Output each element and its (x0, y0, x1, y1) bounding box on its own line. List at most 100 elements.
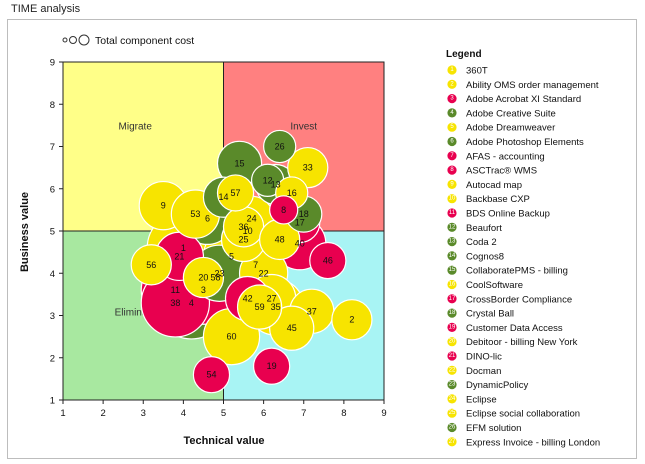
legend-marker-number-13: 13 (449, 239, 456, 245)
y-axis-title: Business value (19, 192, 31, 272)
bubble-54[interactable] (192, 355, 231, 394)
bubble-label-8: 8 (281, 205, 286, 215)
legend-marker-number-26: 26 (449, 425, 456, 431)
bubble-label-7: 7 (253, 260, 258, 270)
legend-item-9[interactable]: Autocad map (466, 180, 522, 191)
legend-item-5[interactable]: Adobe Dreamweaver (466, 123, 555, 134)
legend-item-6[interactable]: Adobe Photoshop Elements (466, 137, 584, 148)
bubble-label-13: 13 (271, 180, 281, 190)
x-tick-label: 3 (141, 408, 146, 419)
bubble-label-53: 53 (190, 209, 200, 219)
legend-item-19[interactable]: Customer Data Access (466, 323, 563, 334)
bubble-57[interactable] (216, 174, 255, 212)
legend-item-22[interactable]: Docman (466, 366, 501, 377)
bubble-label-16: 16 (287, 188, 297, 198)
legend-marker-3 (447, 94, 457, 104)
legend-marker-number-4: 4 (450, 110, 454, 116)
panel-title: TIME analysis (11, 3, 81, 15)
bubble-26[interactable] (263, 129, 297, 164)
legend-marker-24 (447, 394, 457, 404)
bubble-46[interactable] (309, 241, 347, 280)
bubble-45[interactable] (269, 305, 315, 351)
size-legend: Total component cost (62, 34, 194, 47)
bubble-label-26: 26 (275, 142, 285, 152)
bubble-19[interactable] (252, 347, 291, 385)
y-tick-label: 4 (50, 269, 55, 280)
legend-item-3[interactable]: Adobe Acrobat XI Standard (466, 94, 581, 105)
legend-marker-22 (447, 365, 457, 375)
legend-item-8[interactable]: ASCTrac® WMS (466, 166, 537, 177)
legend-item-2[interactable]: Ability OMS order management (466, 80, 599, 91)
bubble-label-46: 46 (323, 256, 333, 266)
legend-marker-number-16: 16 (449, 282, 456, 288)
bubble-59[interactable] (236, 284, 283, 330)
x-tick-label: 1 (60, 408, 65, 419)
legend-item-26[interactable]: EFM solution (466, 423, 521, 434)
legend-marker-14 (447, 251, 457, 261)
legend-item-18[interactable]: Crystal Ball (466, 309, 514, 320)
bubble-label-25: 25 (239, 234, 249, 244)
legend-marker-12 (447, 222, 457, 232)
bubble-label-36: 36 (239, 222, 249, 232)
y-tick-label: 1 (50, 396, 55, 407)
legend-marker-number-23: 23 (449, 382, 456, 388)
legend-marker-number-2: 2 (450, 81, 454, 87)
legend-marker-number-5: 5 (450, 124, 454, 130)
legend-item-10[interactable]: Backbase CXP (466, 194, 530, 205)
legend-item-7[interactable]: AFAS - accounting (466, 151, 545, 162)
legend-marker-5 (447, 122, 457, 132)
bubble-label-37: 37 (307, 306, 317, 316)
size-medium-icon (69, 36, 77, 44)
bubble-label-56: 56 (146, 260, 156, 270)
legend-title: Legend (446, 49, 482, 60)
legend-marker-4 (447, 108, 457, 118)
bubble-label-42: 42 (243, 294, 253, 304)
bubble-56[interactable] (130, 244, 172, 286)
bubble-label-57: 57 (231, 188, 241, 198)
x-tick-label: 9 (381, 408, 386, 419)
bubble-label-2: 2 (349, 315, 354, 325)
x-tick-label: 2 (100, 408, 105, 419)
legend-item-23[interactable]: DynamicPolicy (466, 380, 529, 391)
legend-marker-number-1: 1 (450, 67, 454, 73)
bubble-label-58: 58 (210, 272, 220, 282)
legend-marker-number-24: 24 (449, 396, 456, 402)
bubble-label-12: 12 (263, 175, 273, 185)
x-tick-label: 7 (301, 408, 306, 419)
bubble-label-54: 54 (206, 370, 216, 380)
bubble-label-27: 27 (267, 294, 277, 304)
y-tick-label: 6 (50, 184, 55, 195)
bubble-label-9: 9 (161, 201, 166, 211)
bubble-2[interactable] (331, 299, 373, 341)
legend-item-14[interactable]: Cognos8 (466, 251, 504, 262)
legend-marker-number-22: 22 (449, 367, 456, 373)
legend-marker-27 (447, 437, 457, 447)
bubble-label-1: 1 (181, 243, 186, 253)
size-legend-label: Total component cost (95, 35, 194, 47)
legend-item-12[interactable]: Beaufort (466, 223, 502, 234)
legend-item-25[interactable]: Eclipse social collaboration (466, 409, 580, 420)
legend-item-15[interactable]: CollaboratePMS - billing (466, 266, 568, 277)
legend-item-4[interactable]: Adobe Creative Suite (466, 108, 556, 119)
legend-marker-number-10: 10 (449, 196, 456, 202)
legend-item-20[interactable]: Debitoor - billing New York (466, 337, 578, 348)
legend-item-17[interactable]: CrossBorder Compliance (466, 294, 572, 305)
bubble-20[interactable] (182, 256, 225, 299)
bubble-label-22: 22 (259, 268, 269, 278)
bubble-label-38: 38 (170, 298, 180, 308)
legend-item-16[interactable]: CoolSoftware (466, 280, 523, 291)
zone-label-invest: Invest (290, 122, 317, 133)
legend-item-11[interactable]: BDS Online Backup (466, 209, 550, 220)
legend-marker-17 (447, 294, 457, 304)
legend-item-13[interactable]: Coda 2 (466, 237, 497, 248)
legend-marker-10 (447, 194, 457, 204)
legend-item-21[interactable]: DINO-lic (466, 352, 502, 363)
bubble-8[interactable] (269, 195, 299, 225)
legend-item-24[interactable]: Eclipse (466, 394, 497, 405)
bubble-label-4: 4 (189, 298, 194, 308)
legend-item-1[interactable]: 360T (466, 66, 488, 77)
bubble-label-14: 14 (218, 192, 228, 202)
bubble-label-6: 6 (205, 213, 210, 223)
legend-marker-number-18: 18 (449, 310, 456, 316)
legend-item-27[interactable]: Express Invoice - billing London (466, 437, 600, 448)
